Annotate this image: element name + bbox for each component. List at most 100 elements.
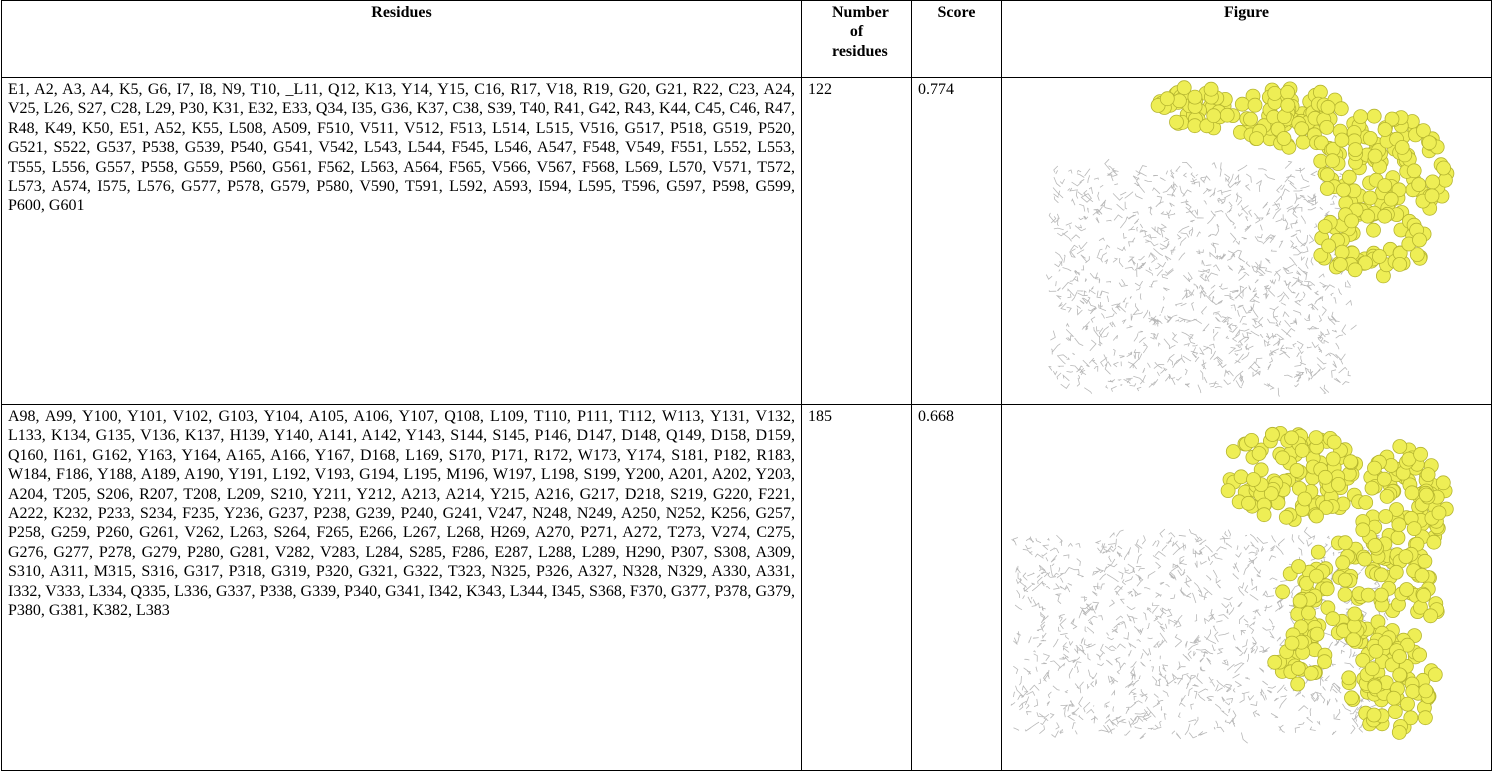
atom-sphere [1348,143,1362,157]
atom-sphere [1419,488,1433,502]
atom-sphere [1426,175,1440,189]
page: Residues Number of residues Score Figure… [0,0,1492,772]
atom-sphere [1235,97,1249,111]
atom-sphere [1281,98,1295,112]
count-cell: 185 [802,405,912,771]
atom-sphere [1367,223,1381,237]
atom-sphere [1277,132,1291,146]
row: A98, A99, Y100, Y101, V102, G103, Y104, … [2,405,1492,771]
header-cell: Residues [2,1,802,78]
atom-sphere [1345,691,1359,705]
atom-sphere [1393,257,1407,271]
atom-sphere [1432,506,1446,520]
atom-sphere [1326,452,1340,466]
residues-cell: E1, A2, A3, A4, K5, G6, I7, I8, N9, T10,… [2,78,802,405]
atom-sphere [1365,481,1379,495]
atom-sphere [1377,472,1391,486]
atom-sphere [1369,644,1383,658]
atom-sphere [1380,489,1394,503]
backbone-sketch [1046,159,1356,396]
atom-sphere [1425,189,1439,203]
atom-sphere [1234,470,1248,484]
atom-sphere [1321,100,1335,114]
atom-sphere [1419,684,1433,698]
atom-sphere [1291,677,1305,691]
header-cell: Number of residues [802,1,912,78]
atom-sphere [1393,440,1407,454]
atom-sphere [1276,451,1290,465]
atom-sphere [1337,183,1351,197]
atom-sphere [1318,470,1332,484]
atom-sphere [1393,668,1407,682]
atom-sphere [1248,98,1262,112]
atom-sphere [1298,492,1312,506]
atom-sphere [1276,585,1290,599]
count-cell: 122 [802,78,912,405]
atom-sphere [1401,697,1415,711]
atom-sphere [1368,539,1382,553]
atom-sphere [1320,182,1334,196]
atom-sphere [1334,102,1348,116]
atom-sphere [1188,90,1202,104]
atom-sphere [1302,606,1316,620]
atom-sphere [1326,154,1340,168]
atom-sphere [1359,496,1373,510]
atom-sphere [1285,431,1299,445]
atom-sphere [1413,648,1427,662]
atom-sphere [1279,510,1293,524]
atom-sphere [1322,239,1336,253]
atom-sphere [1418,554,1432,568]
atom-sphere [1407,522,1421,536]
atom-sphere [1384,192,1398,206]
atom-sphere [1309,431,1323,445]
atom-sphere [1407,164,1421,178]
atom-sphere [1367,109,1381,123]
atom-sphere [1318,220,1332,234]
atom-sphere [1220,108,1234,122]
atom-sphere [1437,161,1451,175]
atom-sphere [1335,133,1349,147]
atom-sphere [1318,655,1332,669]
atom-sphere [1368,149,1382,163]
atom-sphere [1245,433,1259,447]
atom-sphere [1170,115,1184,129]
atom-sphere [1358,552,1372,566]
atom-sphere [1250,132,1264,146]
header-cell: Figure [1002,1,1492,78]
atom-sphere [1295,122,1309,136]
atom-sphere [1348,607,1362,621]
score-cell: 0.774 [912,78,1002,405]
residues-cell: A98, A99, Y100, Y101, V102, G103, Y104, … [2,405,802,771]
atom-sphere [1393,650,1407,664]
atom-sphere [1414,447,1428,461]
atom-sphere [1365,662,1379,676]
atom-sphere [1356,523,1370,537]
atom-sphere [1372,249,1386,263]
atom-sphere [1257,508,1271,522]
atom-sphere [1242,496,1256,510]
atom-sphere [1265,428,1279,442]
atom-sphere [1368,680,1382,694]
atom-sphere [1335,245,1349,259]
atom-sphere [1295,443,1309,457]
atom-sphere [1395,140,1409,154]
atom-sphere [1344,455,1358,469]
structure-figure [1002,405,1492,770]
atom-sphere [1363,131,1377,145]
atom-sphere [1342,170,1356,184]
atom-sphere [1436,476,1450,490]
atom-sphere [1292,560,1306,574]
atom-sphere [1204,82,1218,96]
atom-sphere [1268,655,1282,669]
atom-sphere [1290,463,1304,477]
atom-sphere [1327,435,1341,449]
atom-sphere [1285,636,1299,650]
atom-sphere [1417,588,1431,602]
atom-sphere [1342,671,1356,685]
atom-sphere [1160,92,1174,106]
atom-sphere [1247,473,1261,487]
atom-sphere [1392,725,1406,739]
atom-sphere [1421,468,1435,482]
atom-sphere [1405,486,1419,500]
atom-sphere [1310,627,1324,641]
